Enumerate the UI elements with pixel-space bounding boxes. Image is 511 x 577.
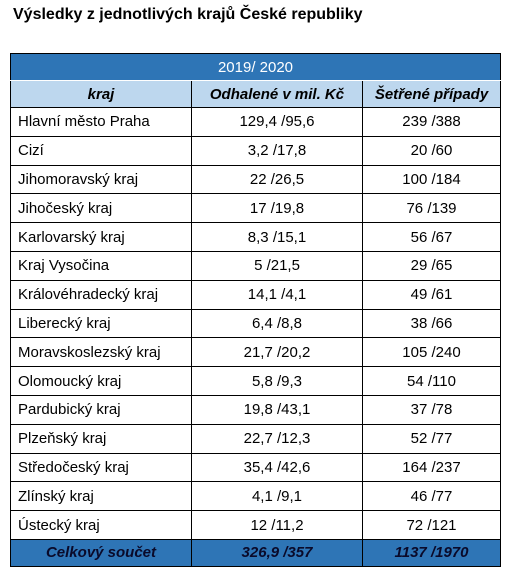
table-row: Kraj Vysočina 5 /21,5 29 /65 — [10, 250, 501, 281]
cases-cell: 38 /66 — [362, 308, 501, 339]
header-region: kraj — [10, 80, 192, 108]
cases-cell: 76 /139 — [362, 193, 501, 224]
detected-cell: 12 /11,2 — [191, 510, 363, 540]
region-results-table: 2019/ 2020 kraj Odhalené v mil. Kč Šetře… — [10, 53, 501, 567]
cases-cell: 54 /110 — [362, 366, 501, 396]
cases-cell: 239 /388 — [362, 107, 501, 137]
region-cell: Liberecký kraj — [10, 308, 192, 339]
cases-cell: 37 /78 — [362, 394, 501, 425]
region-cell: Královéhradecký kraj — [10, 279, 192, 310]
total-label: Celkový součet — [10, 538, 192, 567]
cases-cell: 20 /60 — [362, 135, 501, 166]
header-detected: Odhalené v mil. Kč — [191, 80, 363, 108]
detected-cell: 8,3 /15,1 — [191, 222, 363, 252]
total-detected: 326,9 /357 — [191, 538, 363, 567]
cases-cell: 164 /237 — [362, 452, 501, 483]
table-row: Zlínský kraj 4,1 /9,1 46 /77 — [10, 481, 501, 512]
cases-cell: 29 /65 — [362, 250, 501, 281]
region-cell: Jihočeský kraj — [10, 193, 192, 224]
region-cell: Hlavní město Praha — [10, 107, 192, 137]
detected-cell: 21,7 /20,2 — [191, 337, 363, 368]
period-label: 2019/ 2020 — [10, 53, 501, 81]
region-cell: Moravskoslezský kraj — [10, 337, 192, 368]
detected-cell: 4,1 /9,1 — [191, 481, 363, 512]
region-cell: Kraj Vysočina — [10, 250, 192, 281]
cases-cell: 52 /77 — [362, 423, 501, 454]
table-row: Liberecký kraj 6,4 /8,8 38 /66 — [10, 308, 501, 339]
period-row: 2019/ 2020 — [10, 53, 501, 81]
cases-cell: 105 /240 — [362, 337, 501, 368]
table-body: Hlavní město Praha 129,4 /95,6 239 /388 … — [10, 107, 501, 540]
cases-cell: 56 /67 — [362, 222, 501, 252]
table-row: Moravskoslezský kraj 21,7 /20,2 105 /240 — [10, 337, 501, 368]
page-title: Výsledky z jednotlivých krajů České repu… — [13, 6, 363, 23]
detected-cell: 35,4 /42,6 — [191, 452, 363, 483]
region-cell: Olomoucký kraj — [10, 366, 192, 396]
detected-cell: 17 /19,8 — [191, 193, 363, 224]
table-row: Jihočeský kraj 17 /19,8 76 /139 — [10, 193, 501, 224]
detected-cell: 22,7 /12,3 — [191, 423, 363, 454]
detected-cell: 19,8 /43,1 — [191, 394, 363, 425]
table-row: Královéhradecký kraj 14,1 /4,1 49 /61 — [10, 279, 501, 310]
header-row: kraj Odhalené v mil. Kč Šetřené případy — [10, 80, 501, 108]
table-row: Hlavní město Praha 129,4 /95,6 239 /388 — [10, 107, 501, 137]
table-row: Plzeňský kraj 22,7 /12,3 52 /77 — [10, 423, 501, 454]
table-row: Olomoucký kraj 5,8 /9,3 54 /110 — [10, 366, 501, 396]
table-row: Karlovarský kraj 8,3 /15,1 56 /67 — [10, 222, 501, 252]
total-row: Celkový součet 326,9 /357 1137 /1970 — [10, 538, 501, 567]
cases-cell: 100 /184 — [362, 164, 501, 195]
detected-cell: 14,1 /4,1 — [191, 279, 363, 310]
table-row: Pardubický kraj 19,8 /43,1 37 /78 — [10, 394, 501, 425]
detected-cell: 129,4 /95,6 — [191, 107, 363, 137]
region-cell: Karlovarský kraj — [10, 222, 192, 252]
region-cell: Pardubický kraj — [10, 394, 192, 425]
region-cell: Zlínský kraj — [10, 481, 192, 512]
region-cell: Jihomoravský kraj — [10, 164, 192, 195]
detected-cell: 22 /26,5 — [191, 164, 363, 195]
header-cases: Šetřené případy — [362, 80, 501, 108]
detected-cell: 6,4 /8,8 — [191, 308, 363, 339]
table-row: Cizí 3,2 /17,8 20 /60 — [10, 135, 501, 166]
cases-cell: 49 /61 — [362, 279, 501, 310]
table-row: Jihomoravský kraj 22 /26,5 100 /184 — [10, 164, 501, 195]
table-row: Středočeský kraj 35,4 /42,6 164 /237 — [10, 452, 501, 483]
region-cell: Plzeňský kraj — [10, 423, 192, 454]
region-cell: Ústecký kraj — [10, 510, 192, 540]
region-cell: Cizí — [10, 135, 192, 166]
detected-cell: 3,2 /17,8 — [191, 135, 363, 166]
table-row: Ústecký kraj 12 /11,2 72 /121 — [10, 510, 501, 540]
cases-cell: 46 /77 — [362, 481, 501, 512]
cases-cell: 72 /121 — [362, 510, 501, 540]
region-cell: Středočeský kraj — [10, 452, 192, 483]
detected-cell: 5 /21,5 — [191, 250, 363, 281]
total-cases: 1137 /1970 — [362, 538, 501, 567]
detected-cell: 5,8 /9,3 — [191, 366, 363, 396]
